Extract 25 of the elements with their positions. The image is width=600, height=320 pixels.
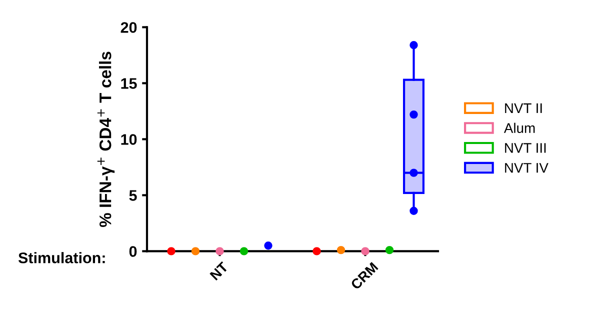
point — [264, 242, 272, 250]
legend-label: NVT III — [505, 143, 546, 153]
point — [410, 41, 418, 50]
y-tick-label: 20 — [120, 22, 137, 33]
point — [410, 206, 418, 215]
legend-label: NVT IV — [505, 163, 548, 173]
y-axis-title: % IFN-γ$^{+}$ CD4$^{+}$ T cells — [97, 52, 115, 228]
legend-label: Alum — [504, 122, 535, 133]
legend-label: NVT II — [505, 103, 542, 113]
point — [240, 247, 248, 256]
y-tick-label: 10 — [121, 134, 137, 145]
x-axis-title: Stimulation: — [18, 252, 105, 264]
point — [191, 247, 200, 256]
point — [312, 247, 321, 256]
point — [167, 247, 176, 256]
x-tick-label: NT — [210, 261, 229, 280]
point — [385, 246, 394, 254]
y-tick-label: 15 — [121, 78, 137, 89]
point — [336, 246, 346, 254]
point — [361, 247, 370, 256]
point — [216, 247, 224, 256]
point — [410, 110, 418, 119]
y-tick-label: 5 — [129, 190, 137, 201]
point — [410, 168, 418, 177]
y-tick-label: 0 — [129, 246, 137, 257]
